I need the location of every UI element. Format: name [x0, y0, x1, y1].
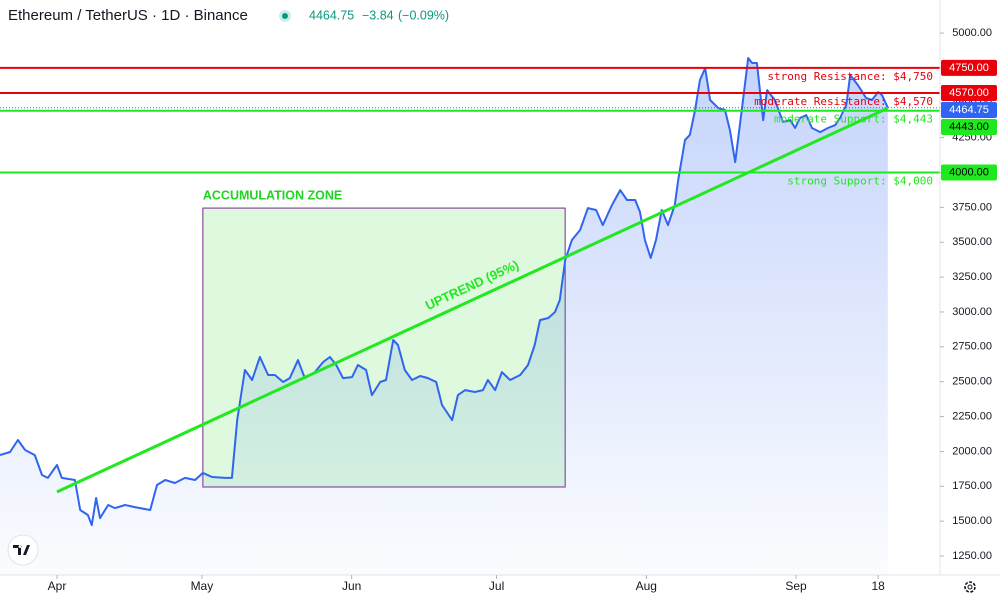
level-price-label: 4570.00 [949, 87, 989, 99]
zone-label: ACCUMULATION ZONE [203, 188, 342, 202]
level-price-label: 4000.00 [949, 166, 989, 178]
price-line [0, 57, 889, 527]
y-tick-label: 5000.00 [952, 27, 992, 39]
y-tick-label: 2250.00 [952, 410, 992, 422]
y-tick-label: 3250.00 [952, 271, 992, 283]
x-tick-label: Aug [636, 579, 657, 593]
y-tick-label: 1500.00 [952, 515, 992, 527]
y-tick-label: 3000.00 [952, 306, 992, 318]
level-price-label-box [941, 85, 997, 102]
x-tick-label: 18 [871, 579, 885, 593]
level-price-label: 4443.00 [949, 121, 989, 133]
level-annotation: moderate Resistance: $4,570 [754, 95, 933, 108]
y-tick-label: 3750.00 [952, 201, 992, 213]
settings-gear-center[interactable] [967, 584, 973, 590]
y-tick-label: 2000.00 [952, 445, 992, 457]
last-price-label: 4464.75 [949, 104, 989, 116]
y-tick-label: 1750.00 [952, 480, 992, 492]
level-price-label-box [941, 59, 997, 76]
price-change: −3.84 [362, 8, 394, 22]
x-tick-label: Jun [342, 579, 361, 593]
level-annotation: strong Support: $4,000 [787, 175, 933, 188]
last-price: 4464.75 [309, 8, 354, 22]
logo-icon[interactable] [13, 545, 30, 555]
price-change-pct: (−0.09%) [398, 8, 449, 22]
x-tick-label: May [191, 579, 214, 593]
x-tick-label: Sep [785, 579, 807, 593]
settings-button[interactable] [964, 581, 976, 593]
level-price-label-box [941, 164, 997, 181]
y-tick-label: 2500.00 [952, 376, 992, 388]
y-tick-label: 2750.00 [952, 341, 992, 353]
y-tick-label: 1250.00 [952, 550, 992, 562]
status-dot [282, 13, 288, 19]
x-tick-label: Jul [489, 579, 504, 593]
logo[interactable] [7, 534, 39, 566]
y-tick-label: 3500.00 [952, 236, 992, 248]
level-price-label-box [941, 119, 997, 136]
x-tick-label: Apr [48, 579, 67, 593]
level-annotation: strong Resistance: $4,750 [767, 70, 933, 83]
level-price-label: 4750.00 [949, 62, 989, 74]
header: Ethereum / TetherUS · 1D · Binance 4464.… [8, 7, 449, 24]
settings-gear[interactable] [964, 581, 976, 593]
symbol: Ethereum / TetherUS · 1D · Binance [8, 7, 248, 24]
logo-circle[interactable] [7, 534, 39, 566]
price-area [0, 58, 888, 575]
last-price-label-box [941, 102, 997, 119]
level-annotation: moderate Support: $4,443 [774, 113, 933, 126]
